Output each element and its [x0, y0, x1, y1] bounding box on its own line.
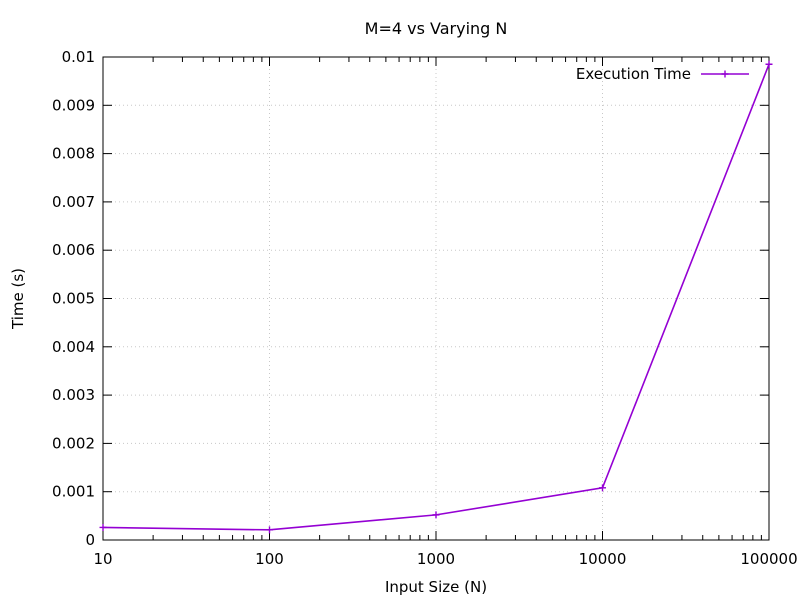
y-tick-label: 0.002	[52, 434, 95, 452]
y-tick-label: 0.009	[52, 96, 95, 114]
y-tick-label: 0.01	[62, 48, 95, 66]
y-tick-label: 0.005	[52, 290, 95, 308]
chart-title: M=4 vs Varying N	[365, 19, 508, 38]
data-point-marker	[432, 511, 440, 519]
y-axis-label: Time (s)	[9, 268, 27, 330]
data-point-marker	[599, 484, 606, 492]
series-layer	[99, 60, 773, 534]
x-axis-label: Input Size (N)	[385, 578, 487, 596]
legend-marker-sample	[721, 70, 729, 78]
x-tick-label: 100	[255, 550, 284, 568]
data-point-marker	[266, 526, 273, 534]
data-point-marker	[765, 60, 773, 68]
y-tick-label: 0	[85, 531, 95, 549]
y-tick-label: 0.001	[52, 483, 95, 501]
axis-ticks: 0 0.001 0.002 0.003 0.004 0.005 0.006 0.007 0.00…	[52, 48, 798, 568]
x-tick-label: 100000	[740, 550, 797, 568]
legend: Execution Time	[576, 65, 749, 83]
data-point-marker	[99, 523, 107, 531]
y-tick-label: 0.006	[52, 241, 95, 259]
x-tick-label: 10	[93, 550, 112, 568]
y-tick-label: 0.007	[52, 193, 95, 211]
y-tick-label: 0.004	[52, 338, 95, 356]
x-tick-label: 10000	[579, 550, 627, 568]
grid-lines	[103, 57, 769, 540]
legend-label: Execution Time	[576, 65, 691, 83]
y-tick-label: 0.003	[52, 386, 95, 404]
x-tick-label: 1000	[417, 550, 455, 568]
y-tick-label: 0.008	[52, 145, 95, 163]
